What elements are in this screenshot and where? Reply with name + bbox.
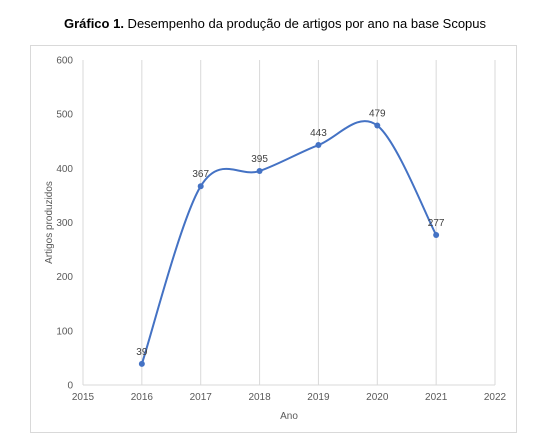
data-label: 395 — [251, 154, 268, 165]
x-tick-label: 2020 — [366, 392, 389, 403]
data-label: 39 — [136, 347, 148, 358]
data-label: 277 — [428, 218, 445, 229]
data-label: 367 — [192, 169, 209, 180]
data-label: 479 — [369, 109, 386, 120]
data-point — [256, 168, 263, 175]
x-tick-label: 2018 — [248, 392, 271, 403]
x-axis-title: Ano — [280, 411, 298, 422]
data-point — [315, 142, 322, 149]
series — [140, 120, 438, 365]
gridlines — [82, 60, 496, 385]
x-tick-label: 2016 — [131, 392, 154, 403]
chart-area-frame — [30, 45, 517, 433]
x-tick-label: 2015 — [72, 392, 95, 403]
x-tick-label: 2021 — [425, 392, 448, 403]
data-labels: 39 367 395 443 479 277 — [136, 109, 445, 358]
figure-label: Gráfico 1. — [63, 16, 124, 31]
x-tick-label: 2019 — [307, 392, 330, 403]
data-point — [138, 360, 145, 367]
data-point — [374, 122, 381, 129]
y-tick-label: 0 — [67, 381, 73, 392]
y-tick-label: 400 — [56, 164, 73, 175]
y-tick-label: 500 — [56, 110, 73, 121]
figure-caption-text: Desempenho da produção de artigos por an… — [123, 16, 487, 31]
data-label: 443 — [310, 128, 327, 139]
x-tick-labels: 2015 2016 2017 2018 2019 2020 2021 2022 — [72, 392, 507, 403]
x-tick-label: 2017 — [190, 392, 213, 403]
data-point — [197, 183, 204, 190]
data-point — [433, 231, 440, 238]
y-tick-label: 300 — [56, 218, 73, 229]
series-line — [140, 120, 438, 365]
x-tick-label: 2022 — [484, 392, 507, 403]
figure-caption: Gráfico 1. Desempenho da produção de art… — [0, 16, 550, 31]
y-tick-labels: 0 100 200 300 400 500 600 — [56, 56, 73, 392]
y-axis-title: Artigos produzidos — [44, 181, 55, 264]
y-tick-label: 600 — [56, 56, 73, 67]
y-tick-label: 200 — [56, 272, 73, 283]
y-tick-label: 100 — [56, 326, 73, 337]
data-points — [138, 122, 440, 367]
